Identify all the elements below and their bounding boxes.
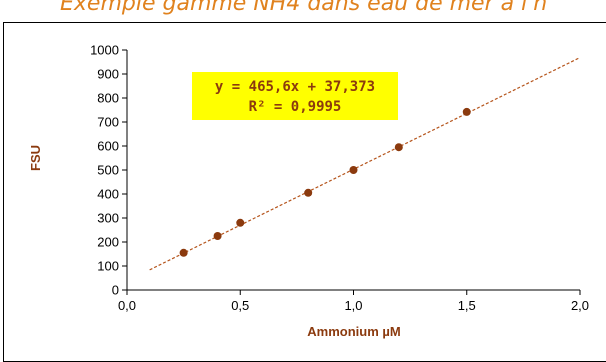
- y-tick-label: 200: [97, 235, 119, 250]
- data-point: [304, 188, 313, 197]
- r-squared-label: R² = 0,9995: [249, 99, 342, 115]
- x-tick-label: 0,0: [118, 298, 136, 313]
- data-point: [236, 218, 245, 227]
- y-tick-label: 800: [97, 91, 119, 106]
- y-tick-label: 700: [97, 115, 119, 130]
- page-title: Exemple gamme NH4 dans eau de mer à l'h: [60, 0, 548, 16]
- x-axis-title: Ammonium µM: [307, 324, 400, 339]
- data-point: [462, 107, 471, 116]
- data-point: [349, 166, 358, 174]
- y-axis-title: FSU: [28, 145, 43, 171]
- x-tick-label: 0,5: [231, 298, 249, 313]
- data-point: [394, 143, 403, 152]
- x-tick-label: 1,0: [344, 298, 362, 313]
- y-tick-label: 100: [97, 259, 119, 274]
- equation-box: [192, 72, 398, 120]
- y-tick-label: 900: [97, 67, 119, 82]
- y-tick-label: 1000: [90, 43, 119, 58]
- data-point: [213, 232, 222, 240]
- chart-ticks: 0 100 200 300 400 500 600 700 800 900 1000 0,0 0,5 1,…: [90, 43, 589, 314]
- x-tick-label: 1,5: [458, 298, 476, 313]
- y-tick-label: 400: [97, 187, 119, 202]
- chart-points: [179, 107, 471, 257]
- y-tick-label: 0: [112, 283, 119, 298]
- y-tick-label: 600: [97, 139, 119, 154]
- trendline-equation: y = 465,6x + 37,373: [215, 79, 375, 95]
- data-point: [179, 248, 188, 257]
- x-tick-label: 2,0: [571, 298, 589, 313]
- equation-box-group: y = 465,6x + 37,373 R² = 0,9995: [192, 72, 398, 120]
- y-tick-label: 500: [97, 163, 119, 178]
- y-tick-label: 300: [97, 211, 119, 226]
